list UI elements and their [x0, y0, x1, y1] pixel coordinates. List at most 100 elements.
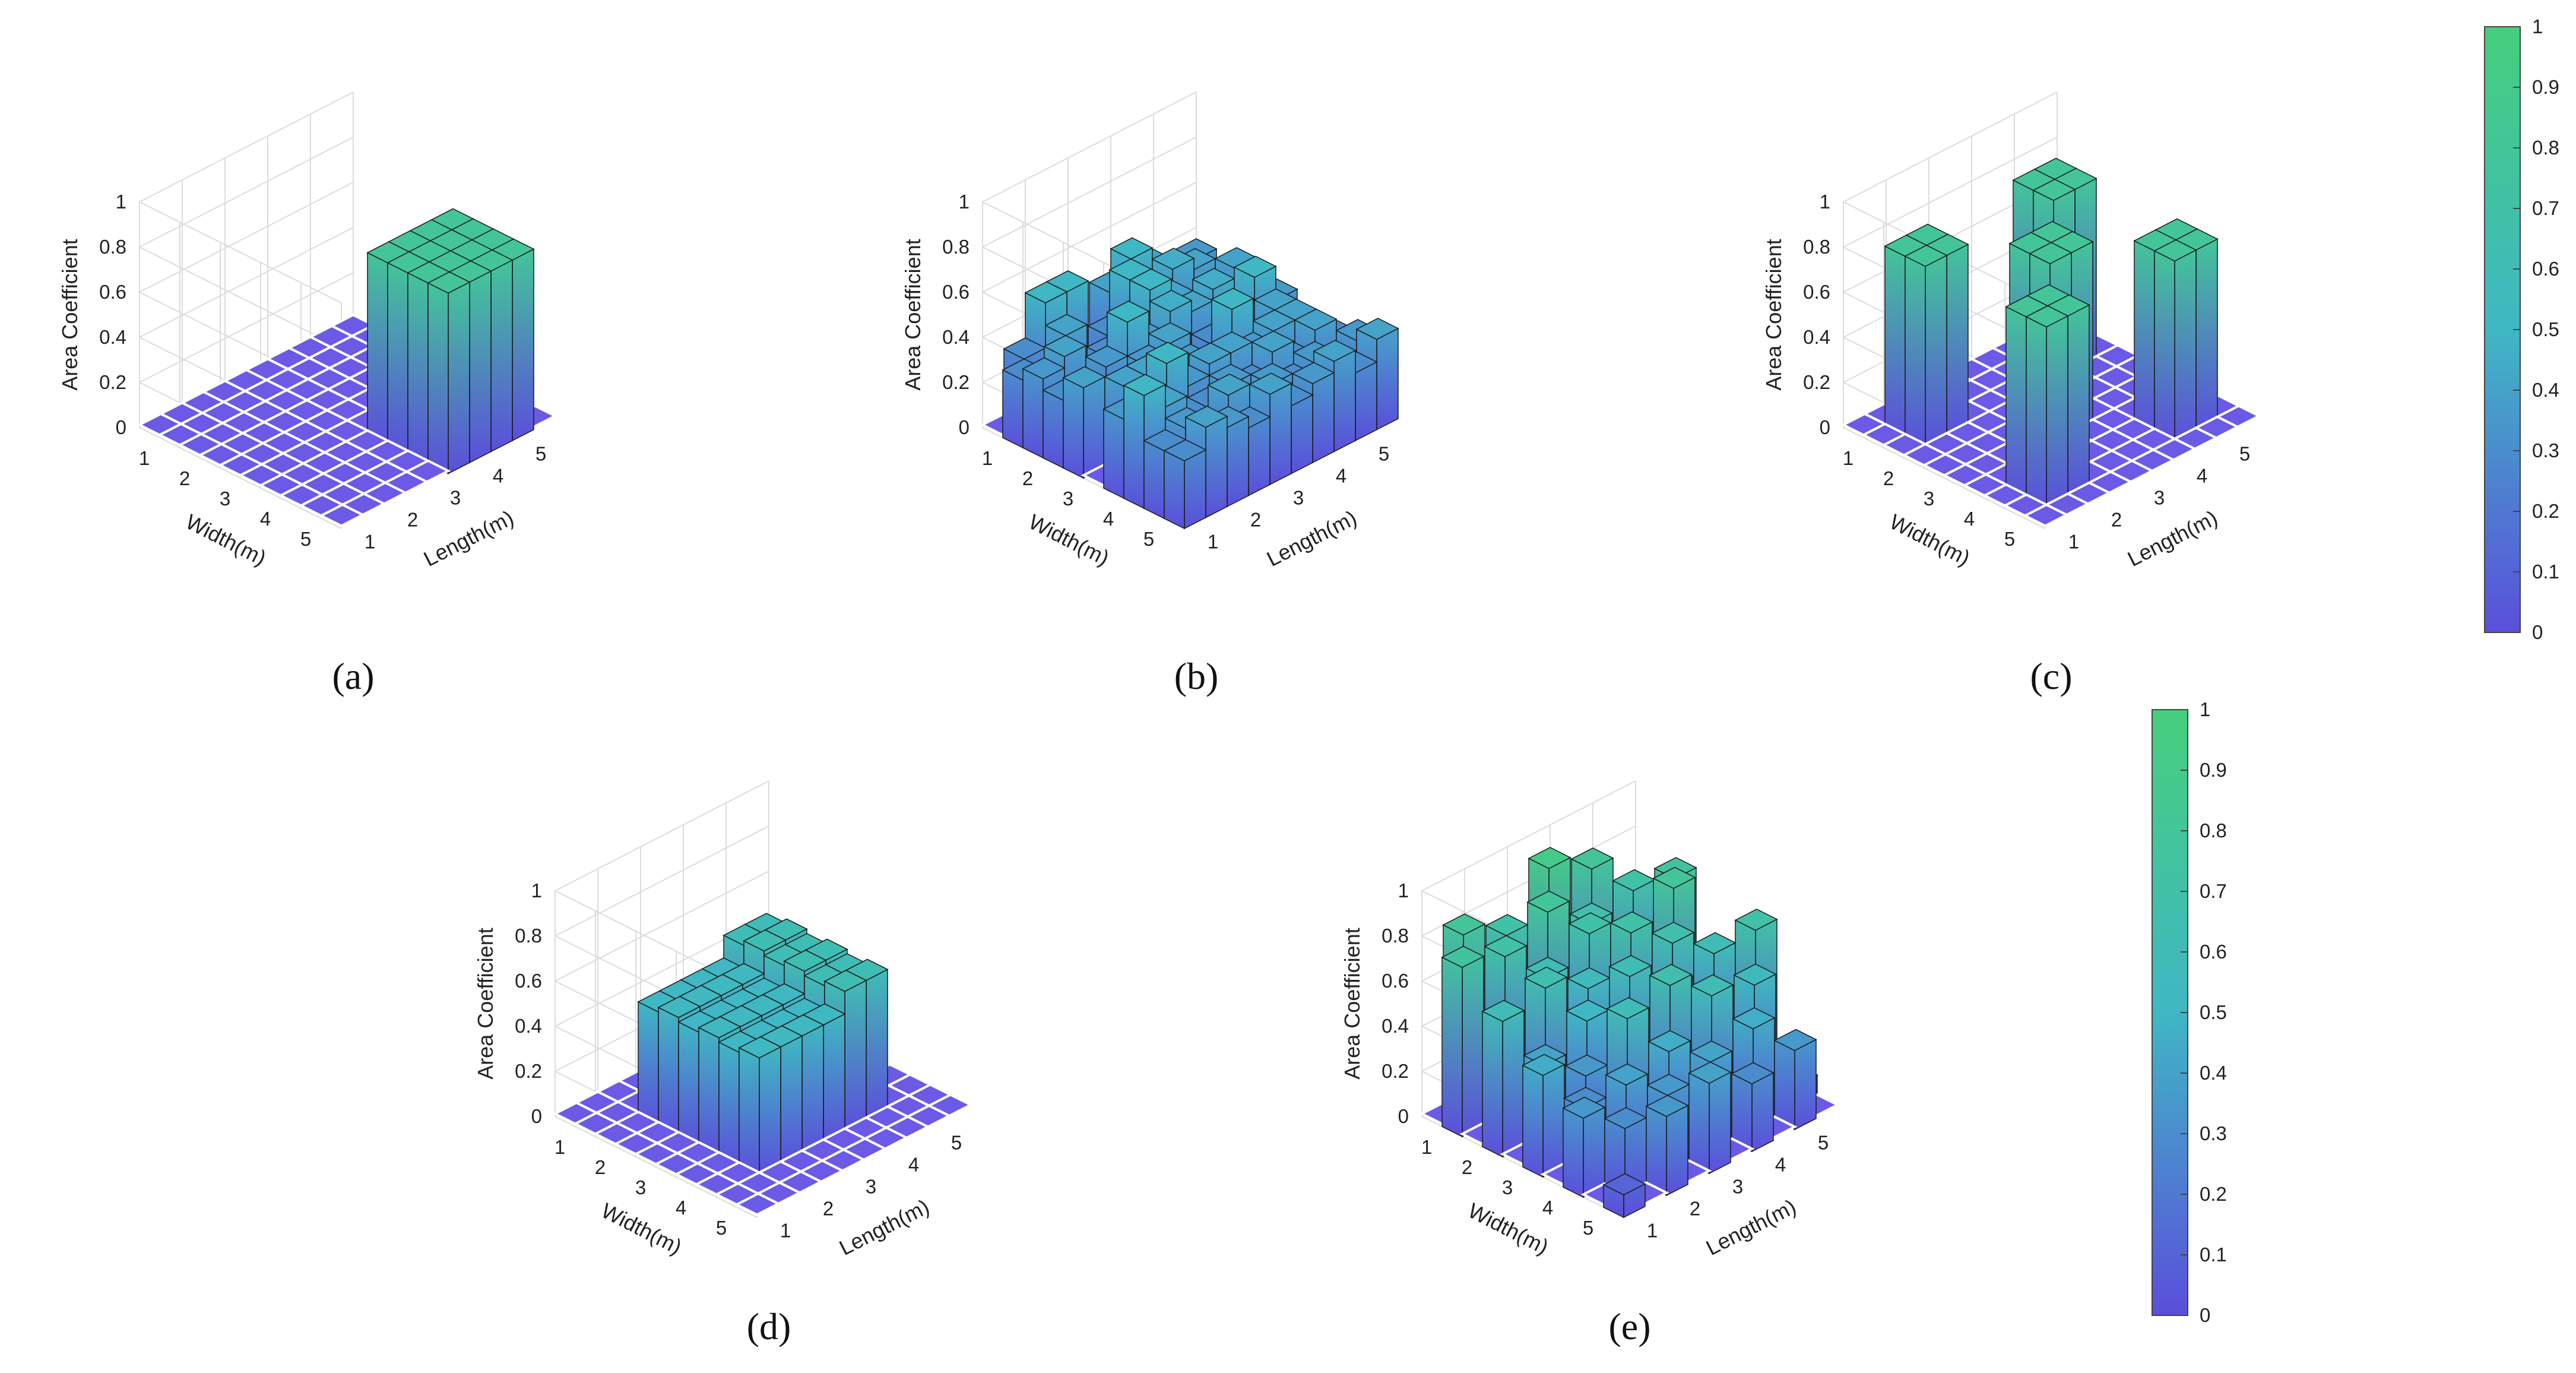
bar-face-front [1269, 382, 1292, 486]
bar-top [1645, 1094, 1689, 1117]
colorbar-tick-label: 0 [2532, 621, 2543, 643]
bar-top [1904, 245, 1948, 267]
bar-cell [1602, 1173, 1646, 1219]
bar-top [1442, 913, 1486, 936]
colorbar-tick-label: 0.4 [2532, 379, 2559, 401]
bar-cell [1441, 945, 1485, 1138]
colorbar-top-gradient [2484, 26, 2521, 633]
bar-face-front [1376, 327, 1399, 431]
z-tick-label: 0.6 [1382, 970, 1409, 992]
bar-top [1129, 268, 1173, 291]
bar-top [1773, 1029, 1817, 1051]
y-tick-label: 1 [1421, 1136, 1432, 1158]
panel-a: 0 0.2 0.4 0.6 0.8 1 Area Coefficient 1 2 3 4 5 1 2 3 4 5… [58, 91, 558, 571]
y-tick-label: 1 [139, 447, 150, 469]
grid-line [139, 427, 342, 529]
bar-face-front [1751, 1072, 1774, 1153]
bar-top [1249, 372, 1292, 395]
bar-cell [1062, 366, 1106, 479]
z-tick-label: 0 [959, 416, 969, 438]
x-tick-label: 2 [2111, 509, 2122, 531]
bar-top [1192, 268, 1235, 290]
y-tick-label: 3 [1924, 488, 1934, 510]
bar-face-front [1184, 449, 1206, 530]
bar-face-front [1542, 1064, 1565, 1178]
bar-face-front [1227, 416, 1249, 508]
bars [1840, 157, 2262, 527]
z-tick-label: 1 [531, 880, 542, 901]
bar-top [1188, 342, 1232, 365]
bar-top [1485, 914, 1529, 937]
bar-face-side [1646, 1105, 1667, 1197]
bar-face-front [1583, 1106, 1605, 1198]
panel-e: 0 0.2 0.4 0.6 0.8 1 Area Coefficient 1 2 3 4 5 1 2 3 4 5… [1340, 780, 1840, 1260]
bar-face-side [1022, 368, 1044, 459]
y-tick-label: 5 [1143, 528, 1154, 550]
z-tick-label: 0.2 [1803, 371, 1830, 393]
y-tick-label: 1 [555, 1136, 565, 1158]
bar-top [1733, 963, 1777, 986]
bar-top [1149, 290, 1193, 312]
bar-face-front [1083, 376, 1105, 479]
bar-face-front [1462, 956, 1484, 1138]
bar-top [1649, 964, 1693, 986]
bar-face-front [1355, 361, 1377, 442]
x-tick-label: 5 [2239, 443, 2250, 465]
bar-face-front [1794, 1039, 1817, 1131]
z-tick-label: 0.6 [942, 281, 969, 303]
z-tick-label: 0.4 [99, 326, 126, 348]
bar-top [2025, 305, 2069, 328]
x-axis-label: Length(m) [1263, 505, 1361, 571]
bars [137, 208, 558, 527]
bar-top [1163, 439, 1207, 461]
bar-top [1564, 1054, 1608, 1077]
bar-cell [427, 271, 471, 474]
bar-top [1605, 1063, 1649, 1086]
bar-cell [738, 1036, 782, 1176]
grid-line [1843, 427, 2046, 529]
y-tick-label: 2 [595, 1156, 606, 1178]
y-tick-label: 4 [676, 1197, 686, 1219]
z-axis-label: Area Coefficient [1340, 928, 1364, 1079]
grid-line [982, 91, 1197, 203]
bar-top [1441, 945, 1485, 968]
bar-face-front [1291, 394, 1313, 474]
z-tick-label: 0.2 [99, 371, 126, 393]
y-tick-label: 2 [1883, 467, 1894, 489]
x-tick-label: 5 [536, 443, 546, 465]
x-tick-label: 5 [1379, 443, 1389, 465]
bar-top [743, 929, 787, 952]
bar-top [1562, 1096, 1606, 1119]
z-tick-label: 0.6 [99, 281, 126, 303]
bar-top [1251, 330, 1295, 353]
bar-face-side [2026, 316, 2047, 508]
bar-face-front [2067, 304, 2090, 498]
z-axis-label: Area Coefficient [901, 239, 925, 390]
colorbar-tick-label: 0.3 [2532, 439, 2559, 461]
colorbar-tick-label: 0.2 [2532, 500, 2559, 522]
grid-line [982, 137, 1197, 248]
bar-top [1233, 255, 1277, 278]
z-tick-label: 1 [1398, 880, 1409, 901]
y-tick-label: 2 [1022, 467, 1033, 489]
x-tick-label: 5 [951, 1132, 962, 1154]
bar-top [1528, 847, 1571, 869]
z-tick-label: 0.8 [1382, 925, 1409, 947]
bar-cell [1773, 1029, 1817, 1131]
grid-line [139, 246, 342, 349]
z-tick-label: 0 [531, 1105, 542, 1127]
bar-top [1689, 1040, 1733, 1063]
bar-top [1526, 890, 1570, 913]
z-tick-label: 0 [116, 416, 126, 438]
y-tick-label: 4 [1964, 508, 1975, 530]
caption-c: (c) [2030, 655, 2072, 697]
y-tick-label: 5 [716, 1217, 727, 1239]
panel-b: 0 0.2 0.4 0.6 0.8 1 Area Coefficient 1 2 3 4 5 1 2 3 4 5… [901, 91, 1399, 571]
bar-top [1085, 345, 1129, 368]
bar-top [1690, 974, 1734, 996]
bar-top [2032, 179, 2076, 201]
bar-face-side [1774, 1039, 1795, 1131]
bar-face-front [844, 979, 867, 1132]
bar-face-front [1666, 1105, 1688, 1197]
